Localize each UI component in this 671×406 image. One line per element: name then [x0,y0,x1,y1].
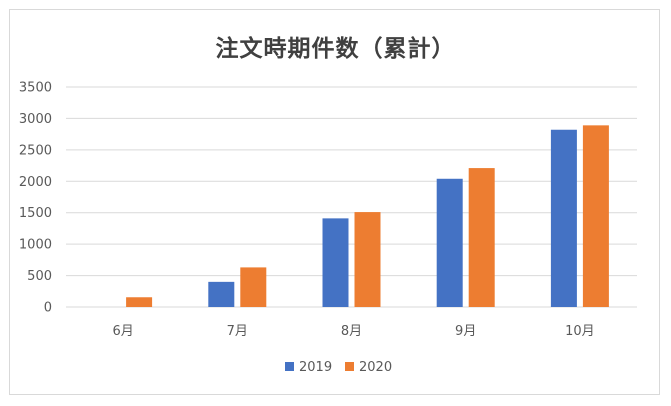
y-tick-label: 500 [27,269,52,284]
bar-2019-4 [550,129,577,307]
bar-2019-2 [322,218,349,307]
chart-title: 注文時期件数（累計） [215,36,456,62]
x-tick-label: 9月 [455,324,476,339]
y-tick-label: 1000 [19,238,52,253]
y-tick-label: 3000 [19,112,52,127]
bar-2019-3 [436,178,463,307]
bar-2020-3 [468,168,495,307]
x-tick-label: 7月 [227,324,248,339]
y-tick-label: 0 [44,301,52,316]
y-tick-label: 3500 [19,81,52,96]
x-tick-label: 8月 [341,324,362,339]
legend-label: 2020 [359,360,392,375]
bar-2020-4 [582,125,609,307]
legend-label: 2019 [299,360,332,375]
y-tick-label: 2500 [19,143,52,158]
y-tick-label: 2000 [19,175,52,190]
bar-2020-0 [126,297,153,307]
x-tick-label: 6月 [112,324,133,339]
x-tick-label: 10月 [565,324,595,339]
legend-swatch-2019 [285,362,294,371]
bar-2020-1 [240,267,267,307]
y-tick-label: 1500 [19,206,52,221]
legend-swatch-2020 [345,362,354,371]
bar-2019-1 [208,281,235,307]
bar-2020-2 [354,212,381,307]
